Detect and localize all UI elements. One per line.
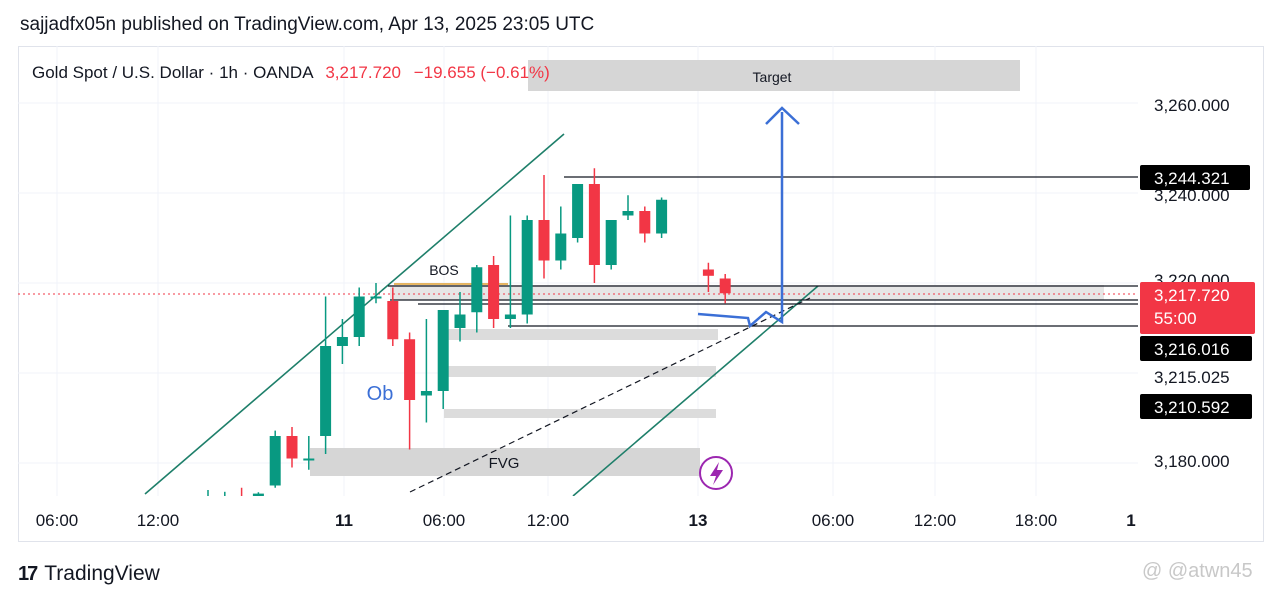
candle-body — [370, 296, 382, 299]
candle-body — [656, 199, 668, 234]
price-marker-mid: 3,216.016 — [1140, 336, 1252, 361]
price-marker-low: 3,210.592 — [1140, 394, 1252, 419]
channel-lower-line — [572, 285, 819, 496]
time-tick: 13 — [689, 511, 708, 530]
channel-mid-dashed-line — [409, 297, 811, 493]
svg-text:3,210.592: 3,210.592 — [1154, 398, 1230, 417]
price-tick: 3,180.000 — [1154, 452, 1230, 471]
candle-body — [702, 269, 714, 276]
published-info: sajjadfx05n published on TradingView.com… — [20, 14, 595, 35]
ob-zone-3 — [444, 409, 716, 418]
target-label: Target — [753, 69, 792, 85]
candle-body — [303, 458, 315, 461]
watermark-text: @atwn45 — [1167, 560, 1253, 582]
ob-zone-2 — [448, 366, 716, 377]
tradingview-logo[interactable]: 17 TradingView — [18, 562, 160, 586]
ob-zone-1 — [448, 329, 718, 340]
price-tick: 3,240.000 — [1154, 186, 1230, 205]
candle-body — [320, 346, 332, 436]
price-tick: 3,260.000 — [1154, 96, 1230, 115]
tv-logo-icon: 17 — [18, 562, 38, 585]
target-zone — [528, 60, 1020, 91]
watermark: @ @atwn45 — [1142, 560, 1253, 583]
candle-body — [488, 265, 500, 319]
candle-body — [336, 337, 348, 346]
svg-text:3,244.321: 3,244.321 — [1154, 169, 1230, 188]
candle-body — [437, 310, 449, 391]
candle-body — [203, 498, 214, 504]
candle-body — [588, 184, 600, 265]
candle-body — [404, 339, 416, 400]
time-tick: 11 — [335, 511, 353, 530]
time-tick: 12:00 — [914, 511, 957, 530]
price-zone — [390, 285, 1104, 300]
candle-body — [521, 220, 533, 315]
candle-body — [719, 278, 731, 294]
candles — [203, 168, 731, 504]
fvg-zone — [310, 448, 700, 476]
time-tick: 18:00 — [1015, 511, 1058, 530]
candle-body — [572, 184, 584, 238]
price-marker-high: 3,244.321 — [1140, 165, 1250, 190]
price-tick: 3,215.025 — [1154, 368, 1230, 387]
time-tick: 1 — [1126, 511, 1135, 530]
candle-body — [454, 314, 466, 328]
symbol-name: Gold Spot / U.S. Dollar · 1h · OANDA — [32, 63, 313, 82]
candle-body — [219, 500, 230, 503]
candle-body — [252, 493, 264, 496]
candle-body — [555, 233, 567, 261]
candle-body — [605, 220, 617, 265]
candle-body — [286, 436, 298, 459]
time-tick: 12:00 — [137, 511, 180, 530]
candle-body — [622, 211, 634, 216]
bos-label: BOS — [429, 262, 459, 278]
candle-body — [471, 267, 483, 313]
candle-body — [504, 314, 516, 319]
time-tick: 06:00 — [423, 511, 466, 530]
ob-label: Ob — [367, 383, 394, 405]
price-chart[interactable]: Target BOS Ob FVG 3,260.000 3,240.000 3,… — [18, 46, 1264, 542]
candle-body — [353, 296, 365, 337]
watermark-icon: @ — [1142, 560, 1163, 582]
time-tick: 06:00 — [36, 511, 79, 530]
target-arrow-head — [765, 106, 800, 125]
current-price-label: 3,217.720 55:00 — [1140, 282, 1255, 334]
candle-body — [538, 220, 550, 261]
time-axis[interactable]: 06:00 12:00 11 06:00 12:00 13 06:00 12:0… — [36, 511, 1136, 530]
candle-body — [269, 436, 281, 486]
projection-path — [697, 112, 784, 329]
svg-text:55:00: 55:00 — [1154, 309, 1197, 328]
gridlines — [18, 46, 1138, 496]
svg-text:3,217.720: 3,217.720 — [1154, 286, 1230, 305]
tv-brand-text: TradingView — [44, 562, 160, 585]
candle-body — [236, 497, 247, 500]
fvg-label: FVG — [489, 455, 520, 472]
last-price: 3,217.720 — [325, 63, 401, 82]
candle-body — [420, 391, 432, 396]
lightning-icon[interactable] — [699, 456, 733, 490]
candle-body — [639, 211, 651, 234]
svg-text:3,216.016: 3,216.016 — [1154, 340, 1230, 359]
price-change: −19.655 (−0.61%) — [413, 63, 550, 82]
symbol-legend[interactable]: Gold Spot / U.S. Dollar · 1h · OANDA 3,2… — [32, 63, 550, 83]
time-tick: 12:00 — [527, 511, 570, 530]
time-tick: 06:00 — [812, 511, 855, 530]
candle-body — [387, 301, 399, 340]
